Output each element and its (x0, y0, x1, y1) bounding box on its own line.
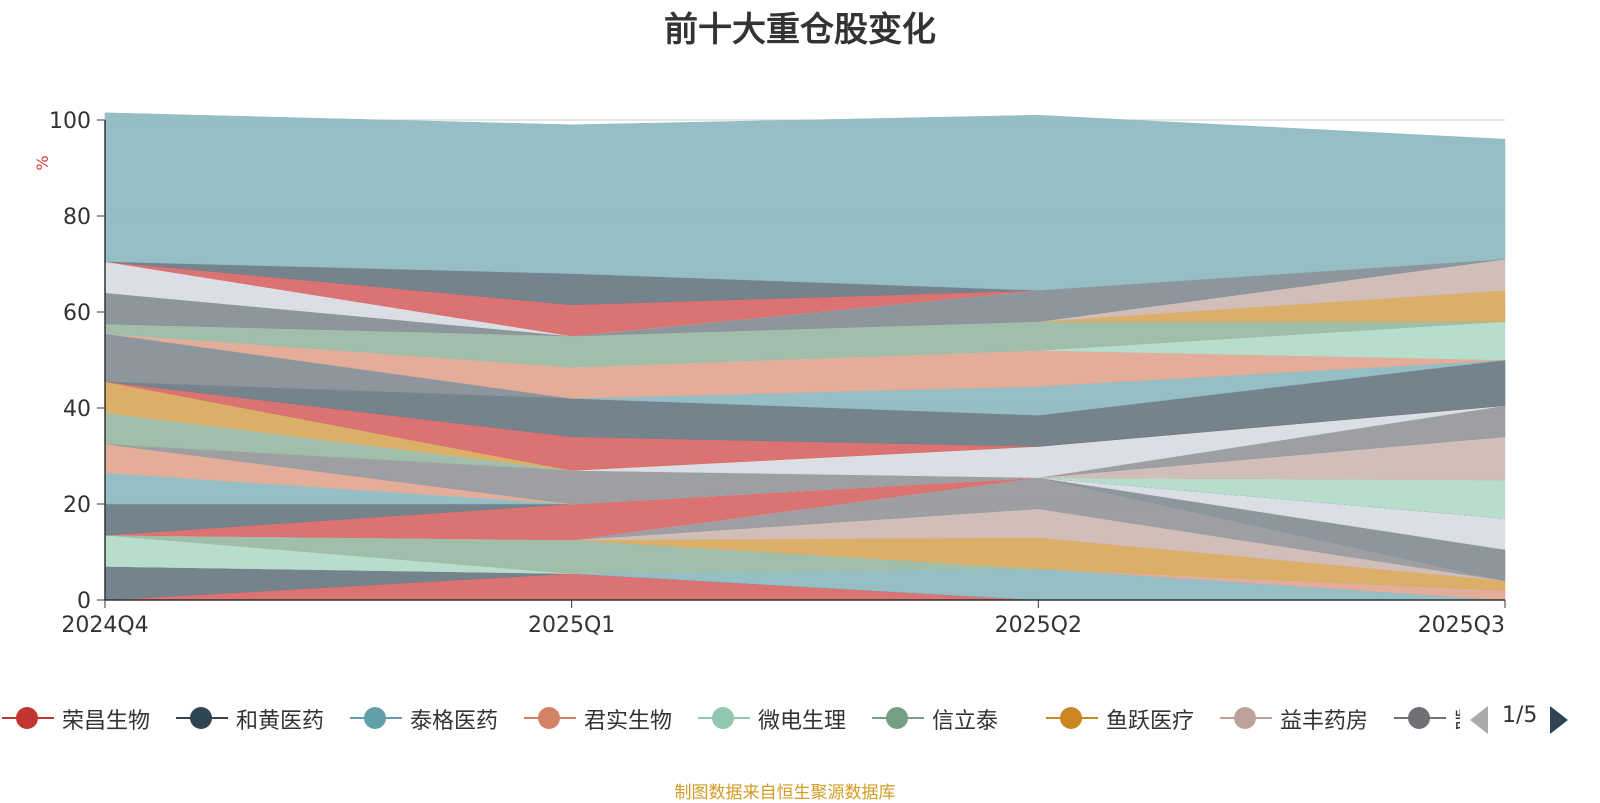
legend-circle-icon (16, 707, 38, 729)
legend-circle-icon (190, 707, 212, 729)
legend-page-indicator: 1/5 (1502, 703, 1538, 728)
legend-label: 君实生物 (584, 709, 673, 734)
legend-label: 荣昌生物 (62, 709, 151, 734)
legend-circle-icon (1408, 707, 1430, 729)
legend-label: 信立泰 (932, 709, 999, 734)
legend-circle-icon (1060, 707, 1082, 729)
area-series[interactable] (104, 112, 1506, 291)
legend-circle-icon (1234, 707, 1256, 729)
legend-label: 和黄医药 (236, 709, 325, 734)
x-axis-tick-label: 2025Q2 (995, 613, 1082, 638)
legend-label: 鱼跃医疗 (1106, 709, 1195, 734)
x-axis-tick-label: 2024Q4 (61, 613, 148, 638)
triangle-right-icon[interactable] (1550, 706, 1568, 734)
legend-label: 凯莱英 (1454, 703, 1460, 735)
legend: 荣昌生物 和黄医药 泰格医药 君实生物 微电生理 信立泰 鱼跃医疗 益丰药房 凯莱英 (0, 700, 1460, 736)
legend-label: 益丰药房 (1280, 709, 1369, 734)
chart-title: 前十大重仓股变化 (664, 10, 936, 50)
axes: 0 20 40 60 80 100 2024Q4 2025Q1 2025Q2 2025Q3 (49, 109, 1506, 638)
y-axis-tick-label: 100 (49, 109, 91, 134)
y-axis-tick-label: 40 (63, 397, 91, 422)
data-source-note: 制图数据来自恒生聚源数据库 (674, 783, 896, 803)
y-axis-tick-label: 0 (77, 589, 91, 614)
legend-circle-icon (886, 707, 908, 729)
x-axis-tick-label: 2025Q1 (528, 613, 615, 638)
y-axis-tick-label: 60 (63, 301, 91, 326)
y-axis-tick-label: 80 (63, 205, 91, 230)
stacked-areas (104, 112, 1506, 601)
legend-label: 泰格医药 (410, 709, 499, 734)
legend-circle-icon (712, 707, 734, 729)
y-axis-tick-label: 20 (63, 493, 91, 518)
legend-circle-icon (364, 707, 386, 729)
x-axis-tick-label: 2025Q3 (1418, 613, 1505, 638)
chart-canvas: 0 20 40 60 80 100 2024Q4 2025Q1 2025Q2 2025Q3 % (33, 109, 1506, 638)
legend-pager: 1/5 (1470, 703, 1600, 735)
legend-label: 微电生理 (758, 709, 847, 734)
triangle-left-icon[interactable] (1470, 706, 1488, 734)
legend-circle-icon (538, 707, 560, 729)
y-axis-unit-label: % (33, 155, 52, 170)
